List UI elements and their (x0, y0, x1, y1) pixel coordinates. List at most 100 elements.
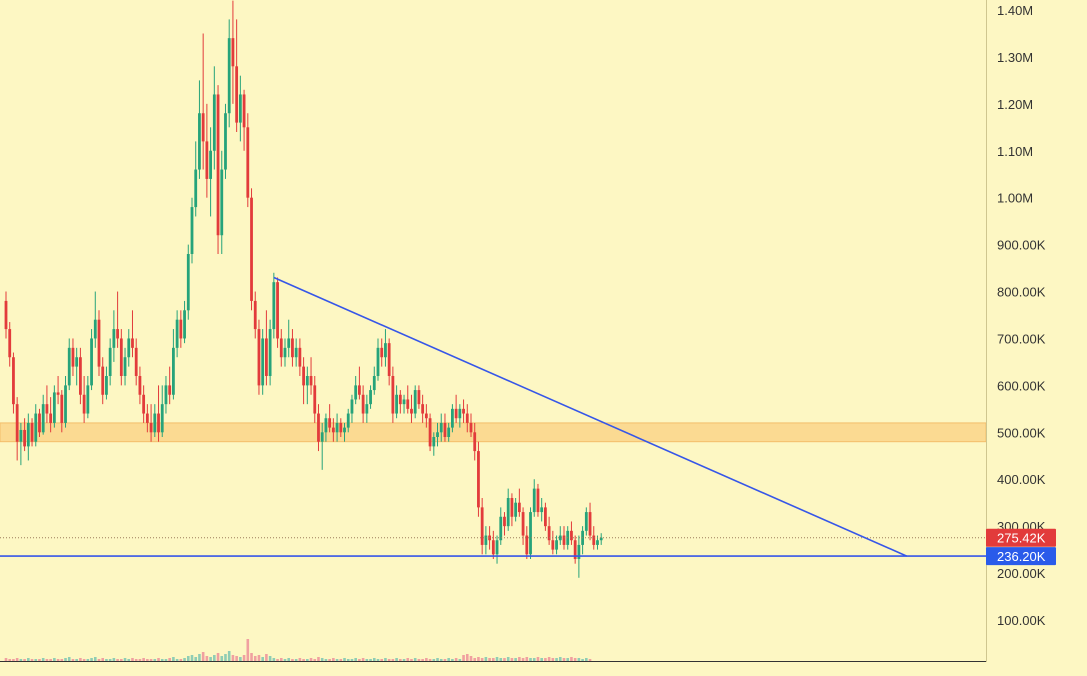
candle-body (12, 357, 15, 405)
candle (145, 404, 149, 433)
candle-body (149, 422, 153, 433)
volume-bar (268, 656, 272, 661)
candle-body (116, 329, 119, 339)
volume-bar (186, 656, 190, 661)
y-tick-label: 500.00K (997, 425, 1046, 440)
volume-bar (82, 659, 86, 661)
candle-body (584, 512, 588, 531)
candle (105, 366, 108, 400)
candle-body (194, 169, 198, 208)
candle (279, 329, 283, 367)
volume-bar (443, 659, 447, 661)
volume-bar (380, 659, 384, 661)
candle (428, 413, 432, 452)
candle (413, 385, 417, 419)
candle-body (257, 329, 261, 386)
candle (227, 19, 231, 128)
candle-body (79, 357, 82, 395)
volume-bar (79, 658, 82, 661)
candle (324, 413, 328, 442)
candle-body (157, 413, 160, 433)
candle-body (220, 169, 224, 236)
volume-bar (358, 659, 361, 661)
volume-bar (261, 657, 264, 661)
candle (82, 376, 86, 423)
candle-body (131, 338, 134, 348)
candle-body (372, 376, 376, 391)
volume-bar (306, 659, 309, 661)
candle-body (8, 329, 12, 358)
candle (465, 404, 469, 433)
candle (480, 498, 484, 555)
candle (544, 502, 547, 531)
candle (469, 413, 473, 437)
candle-body (134, 347, 138, 376)
candle (369, 385, 372, 409)
candle-body (555, 540, 558, 550)
volume-layer (0, 639, 986, 662)
candle (291, 329, 294, 367)
candle-body (309, 376, 313, 386)
candle-body (428, 418, 432, 447)
volume-bar (112, 658, 116, 661)
candle-body (179, 319, 183, 339)
candle-body (201, 113, 205, 142)
candle (391, 366, 395, 423)
candle (272, 272, 276, 339)
candle-body (484, 535, 488, 545)
candle (536, 483, 540, 517)
volume-bar (276, 659, 279, 661)
candle-body (391, 376, 395, 414)
candle-body (503, 516, 506, 527)
candle (584, 507, 588, 536)
candle (15, 397, 19, 461)
volume-bar (335, 659, 339, 661)
candle-body (238, 94, 242, 123)
volume-bar (242, 655, 246, 661)
candle-body (570, 530, 573, 541)
candle (112, 310, 116, 362)
volume-bar (369, 659, 372, 661)
candle-body (15, 404, 19, 442)
y-tick-label: 800.00K (997, 285, 1046, 300)
candle-body (183, 310, 186, 339)
volume-bar (384, 658, 387, 661)
volume-bar (15, 658, 19, 661)
candle-body (477, 451, 480, 508)
volume-bar (521, 658, 525, 661)
candle-body (596, 540, 599, 545)
candle (268, 319, 272, 386)
candle-body (142, 394, 146, 414)
candle-body (305, 376, 309, 386)
candle (108, 338, 112, 386)
candle-body (291, 338, 294, 358)
volume-bar (536, 657, 540, 661)
candle-body (97, 319, 101, 367)
candle (521, 507, 525, 545)
candle (116, 291, 119, 348)
candle (436, 422, 439, 447)
volume-bar (462, 655, 465, 661)
candle-body (45, 404, 49, 414)
volume-bar (506, 657, 510, 661)
volume-bar (454, 658, 458, 661)
candle-body (23, 429, 26, 447)
candle-body (313, 385, 317, 414)
candle (510, 493, 514, 527)
volume-bar (239, 657, 242, 661)
volume-bar (510, 658, 514, 661)
candle (421, 394, 425, 423)
candle (235, 19, 239, 132)
candle-body (521, 512, 525, 536)
candle-body (231, 38, 235, 67)
candle (372, 366, 376, 395)
volume-bar (49, 659, 52, 661)
candle-body (164, 385, 168, 405)
candle-body (436, 432, 439, 437)
candle-body (224, 113, 227, 170)
volume-bar (436, 658, 439, 661)
candle-body (536, 488, 540, 513)
candle-body (525, 535, 529, 555)
volume-bar (302, 659, 305, 661)
volume-bar (425, 658, 428, 661)
